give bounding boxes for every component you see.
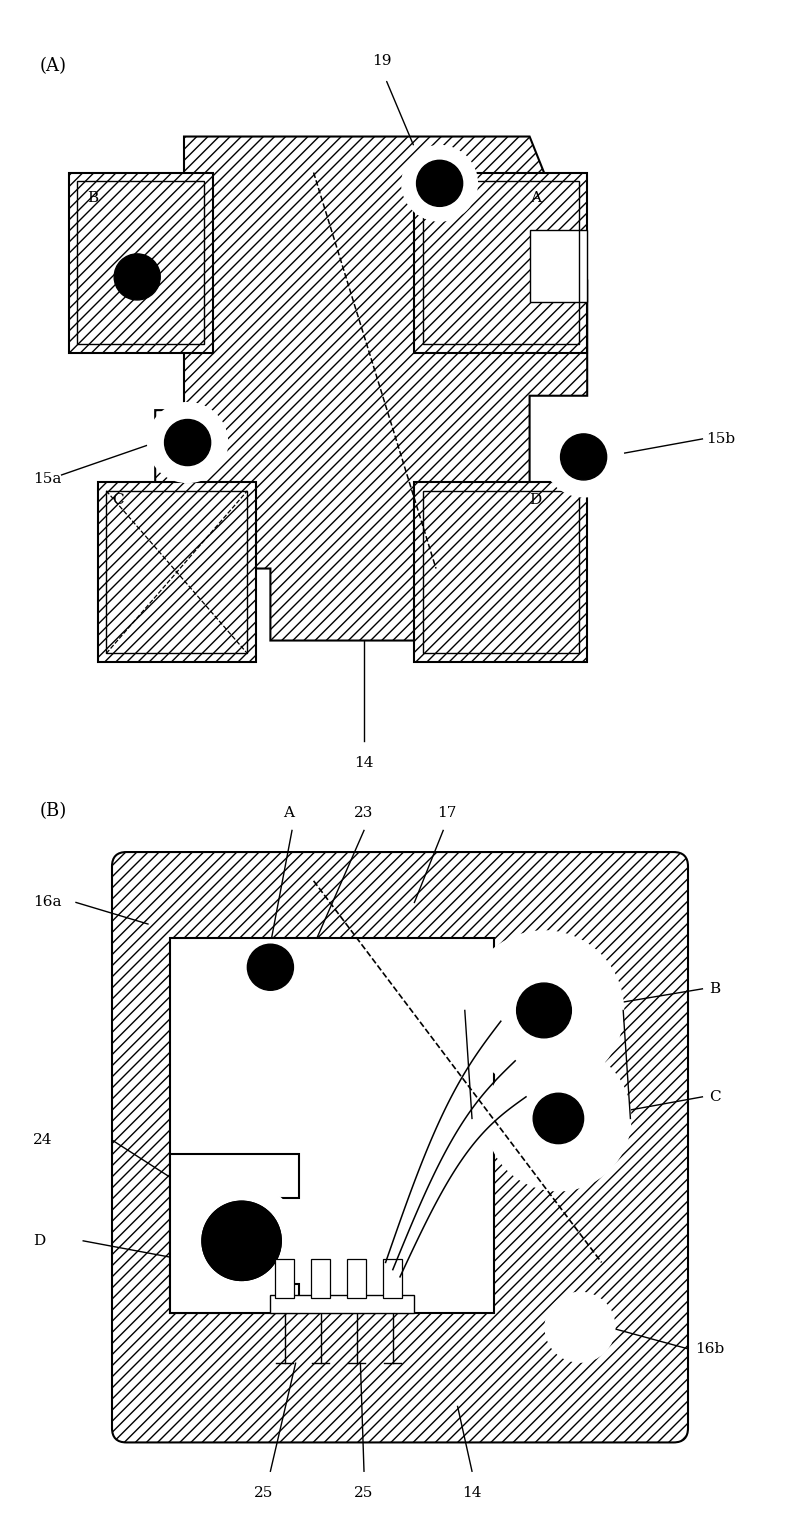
Circle shape xyxy=(498,963,590,1057)
Text: 15a: 15a xyxy=(33,471,61,486)
Circle shape xyxy=(544,418,623,497)
Text: 14: 14 xyxy=(462,1486,482,1499)
Text: C: C xyxy=(112,494,124,507)
Text: B: B xyxy=(87,190,98,205)
Bar xyxy=(423,491,578,653)
Bar xyxy=(275,1259,294,1299)
Bar xyxy=(106,491,247,653)
Bar xyxy=(270,1294,414,1312)
Text: (A): (A) xyxy=(40,58,67,76)
Text: D: D xyxy=(33,1233,45,1247)
Text: 17: 17 xyxy=(437,805,457,820)
Circle shape xyxy=(517,983,571,1037)
Circle shape xyxy=(533,1094,584,1144)
Text: 19: 19 xyxy=(372,55,392,68)
Circle shape xyxy=(114,254,160,299)
Bar xyxy=(383,1259,402,1299)
Text: D: D xyxy=(530,494,542,507)
Circle shape xyxy=(465,931,623,1089)
Circle shape xyxy=(418,161,462,205)
Bar xyxy=(98,482,256,662)
Text: 16b: 16b xyxy=(695,1341,725,1356)
Bar xyxy=(414,482,587,662)
Text: A: A xyxy=(530,190,541,205)
Circle shape xyxy=(417,161,462,207)
Polygon shape xyxy=(170,1154,299,1312)
Circle shape xyxy=(486,1047,630,1191)
FancyBboxPatch shape xyxy=(112,852,688,1443)
Circle shape xyxy=(546,1293,614,1363)
Circle shape xyxy=(561,434,606,480)
Text: 15b: 15b xyxy=(706,431,735,447)
Bar xyxy=(423,181,578,343)
Bar xyxy=(170,939,494,1312)
Circle shape xyxy=(247,945,294,990)
Text: (B): (B) xyxy=(40,802,67,820)
Circle shape xyxy=(202,1202,282,1281)
Bar xyxy=(69,173,213,352)
Circle shape xyxy=(515,1075,602,1162)
Bar xyxy=(414,173,587,352)
Circle shape xyxy=(165,419,210,465)
Circle shape xyxy=(402,146,477,220)
Polygon shape xyxy=(530,231,587,302)
Circle shape xyxy=(564,1311,596,1343)
Text: 25: 25 xyxy=(354,1486,374,1499)
Text: 25: 25 xyxy=(254,1486,273,1499)
Bar xyxy=(347,1259,366,1299)
Polygon shape xyxy=(155,137,587,641)
Bar xyxy=(78,181,204,343)
Text: A: A xyxy=(283,805,294,820)
Text: B: B xyxy=(710,981,721,996)
Text: 24: 24 xyxy=(33,1133,52,1147)
Bar xyxy=(311,1259,330,1299)
Text: 23: 23 xyxy=(354,805,374,820)
Text: 14: 14 xyxy=(354,756,374,770)
Circle shape xyxy=(184,1183,299,1299)
Text: C: C xyxy=(710,1089,722,1104)
Text: 16a: 16a xyxy=(33,895,62,910)
Circle shape xyxy=(202,1202,282,1281)
Circle shape xyxy=(148,403,227,482)
